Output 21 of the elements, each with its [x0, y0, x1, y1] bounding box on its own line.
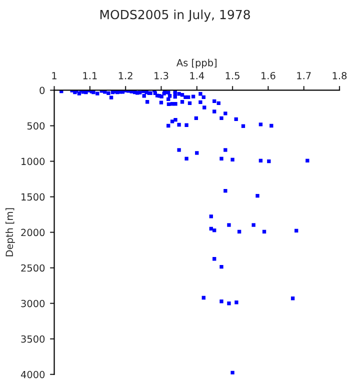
y-tick-label: 3000 — [21, 300, 45, 308]
x-tick-label: 1.5 — [226, 72, 240, 80]
x-axis-title: As [ppb] — [176, 58, 216, 68]
y-tick-label: 1500 — [22, 193, 45, 201]
y-tick-label: 2000 — [21, 228, 45, 236]
y-tick-label: 4000 — [20, 370, 45, 378]
x-tick-label: 1.1 — [83, 72, 97, 80]
y-tick-label: 1000 — [22, 158, 45, 166]
x-tick-label: 1 — [52, 72, 56, 80]
y-axis-title: Depth [m] — [6, 208, 15, 256]
y-tick-label: 0 — [40, 86, 45, 94]
y-tick-label: 500 — [27, 122, 45, 130]
y-tick-label: 3500 — [21, 335, 45, 343]
x-tick-label: 1.2 — [118, 72, 132, 80]
x-tick-label: 1.7 — [297, 72, 311, 80]
x-tick-label: 1.6 — [262, 72, 276, 80]
x-tick-label: 1.3 — [154, 72, 168, 80]
x-tick-label: 1.4 — [190, 72, 204, 80]
x-tick-label: 1.8 — [332, 72, 347, 80]
chart-title: MODS2005 in July, 1978 — [100, 10, 250, 22]
y-tick-label: 2500 — [21, 264, 45, 272]
